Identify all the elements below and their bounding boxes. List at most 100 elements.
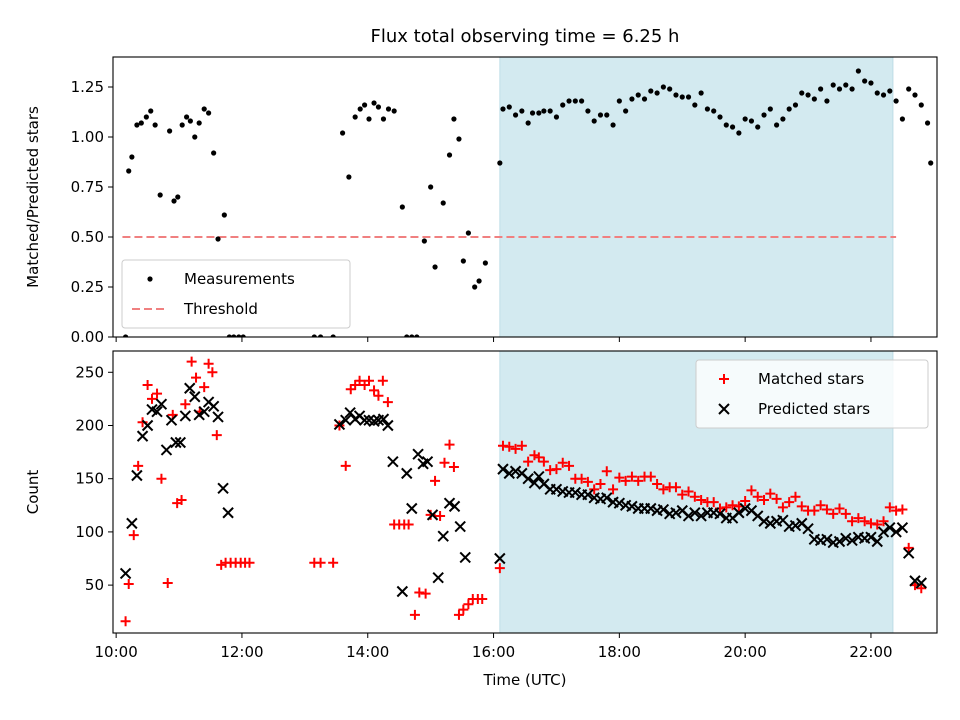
data-point [382, 419, 394, 432]
data-point [847, 516, 858, 527]
data-point [545, 465, 556, 476]
data-point [497, 440, 508, 451]
data-point [179, 122, 185, 128]
data-point [805, 92, 811, 98]
data-point [201, 106, 207, 112]
data-point [679, 94, 685, 100]
data-point [340, 414, 352, 426]
y-tick-label: 100 [75, 523, 104, 541]
data-point [880, 92, 887, 98]
data-point [843, 82, 849, 88]
data-point [752, 491, 763, 502]
y-tick-label: 1.00 [71, 128, 104, 146]
data-point [126, 517, 138, 530]
data-point [633, 475, 644, 486]
data-point [138, 120, 144, 126]
series-group [122, 68, 934, 337]
data-point [809, 505, 820, 516]
x-tick-label: 14:00 [346, 643, 389, 661]
data-point [771, 493, 782, 504]
data-point [175, 194, 181, 200]
data-point [742, 116, 748, 122]
data-point [137, 417, 148, 428]
data-point [497, 463, 509, 475]
data-point [369, 385, 380, 396]
data-point [589, 484, 600, 495]
data-point [645, 471, 656, 482]
data-point [120, 616, 131, 627]
data-point [409, 334, 415, 337]
data-point [601, 492, 613, 504]
data-point [695, 510, 707, 522]
data-point [828, 508, 839, 519]
data-point [871, 535, 883, 548]
data-point [897, 504, 908, 515]
data-point [906, 86, 912, 92]
data-point [440, 200, 446, 206]
data-point [727, 500, 738, 511]
y-tick-label: 0.25 [71, 278, 104, 296]
legend: Measurements Threshold [121, 259, 351, 329]
data-point [652, 479, 663, 490]
legend-box [121, 259, 351, 329]
data-point [685, 94, 692, 100]
x-tick-label: 20:00 [724, 643, 767, 661]
data-point [849, 86, 855, 92]
data-point [790, 491, 801, 502]
data-point [799, 90, 805, 96]
data-point [152, 388, 163, 399]
data-point [211, 430, 222, 441]
data-point [821, 504, 832, 515]
data-point [891, 505, 902, 516]
data-point [893, 98, 899, 104]
data-point [623, 108, 629, 114]
data-point [616, 98, 622, 104]
data-point [884, 502, 895, 513]
data-point [777, 502, 788, 513]
data-point [377, 413, 390, 425]
data-point [134, 122, 140, 128]
data-point [576, 473, 587, 484]
data-point [414, 334, 420, 337]
data-point [354, 375, 365, 386]
data-point [859, 516, 870, 527]
data-point [148, 108, 154, 114]
data-point [206, 110, 212, 116]
data-point [176, 494, 187, 505]
data-point [821, 533, 833, 546]
data-point [500, 106, 506, 112]
data-point [802, 523, 814, 535]
data-point [404, 334, 410, 337]
data-point [538, 456, 549, 467]
data-point [428, 184, 434, 190]
data-point [170, 436, 182, 449]
data-point [912, 92, 918, 98]
data-point [439, 457, 450, 468]
data-point [375, 104, 382, 110]
data-point [482, 260, 488, 266]
data-point [156, 473, 167, 484]
data-point [620, 475, 631, 486]
data-point [122, 334, 129, 337]
data-point [836, 86, 843, 92]
data-point [458, 604, 469, 615]
series-group [119, 356, 927, 627]
data-point [146, 393, 157, 404]
data-point [453, 609, 464, 620]
count-panel: 50 100 150 200 250 10:00 12:00 14:00 16:00 18:00 2… [24, 350, 938, 689]
data-point [711, 108, 717, 114]
data-point [767, 106, 773, 112]
data-point [547, 108, 553, 114]
data-point [437, 530, 449, 542]
data-point [317, 334, 324, 337]
y-axis-title: Count [24, 470, 42, 515]
data-point [564, 460, 575, 471]
x-tick-label: 12:00 [220, 643, 263, 661]
data-point [509, 465, 522, 477]
legend: Matched stars Predicted stars [695, 359, 929, 429]
data-point [212, 411, 224, 423]
data-point [557, 457, 568, 468]
data-point [525, 120, 531, 126]
x-axis-title: Time (UTC) [483, 671, 567, 689]
data-point [240, 334, 246, 337]
